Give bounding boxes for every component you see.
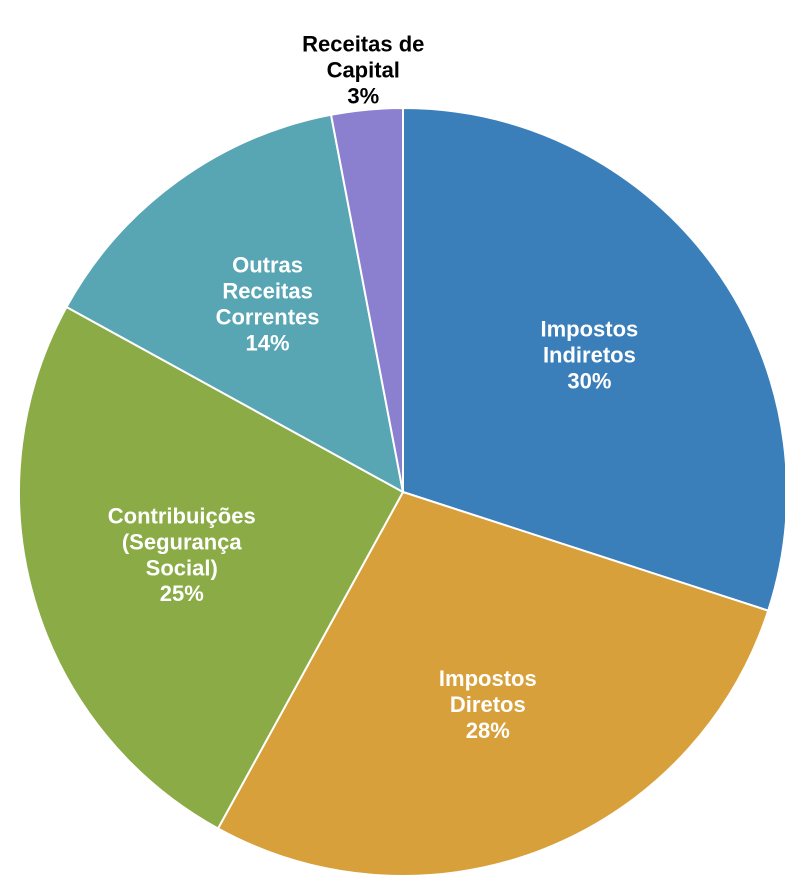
label-line: Impostos	[540, 316, 638, 341]
label-line: Impostos	[439, 666, 537, 691]
label-line: Correntes	[216, 304, 320, 329]
value-label: 28%	[466, 718, 510, 743]
label-line: Indiretos	[543, 342, 636, 367]
slice-label: Receitas de Capital	[302, 31, 424, 82]
slice-label: Impostos Indiretos	[540, 316, 638, 367]
slice-label: Contribuições (Segurança Social)	[108, 503, 256, 580]
value-label: 14%	[246, 330, 290, 355]
pie-slice	[329, 106, 404, 493]
label-line: Receitas de	[302, 31, 424, 56]
pie-slice	[65, 113, 405, 494]
pie-slice	[216, 490, 770, 876]
label-line: Social)	[146, 555, 218, 580]
slice-label: Impostos Diretos	[439, 666, 537, 717]
label-line: (Segurança	[122, 529, 243, 554]
label-line: Capital	[327, 57, 400, 82]
value-label: 25%	[160, 581, 204, 606]
label-line: Diretos	[450, 692, 526, 717]
pie-slice	[402, 106, 785, 612]
value-label: 30%	[567, 368, 611, 393]
pie-slice	[18, 305, 405, 830]
label-line: Receitas	[222, 278, 313, 303]
label-line: Outras	[232, 252, 303, 277]
value-label: 3%	[347, 83, 379, 108]
label-line: Contribuições	[108, 503, 256, 528]
slice-label: Outras Receitas Correntes	[216, 252, 320, 329]
